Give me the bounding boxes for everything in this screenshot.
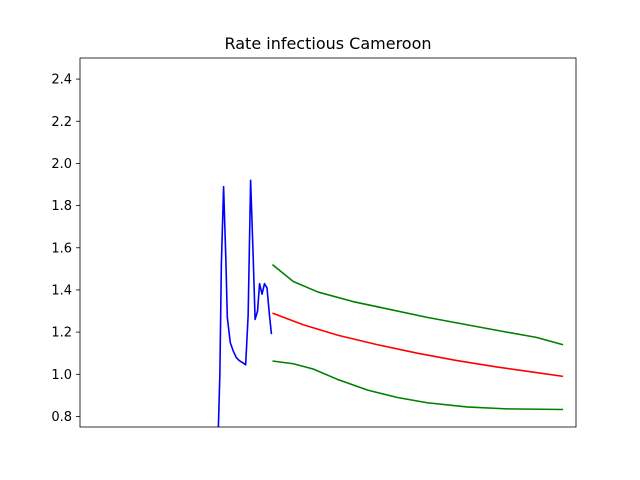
chart-title: Rate infectious Cameroon — [224, 34, 431, 53]
series-line-observed — [217, 179, 273, 427]
y-tick-label: 1.8 — [51, 199, 72, 214]
series-line-lower-bound — [272, 360, 564, 411]
y-tick-label: 2.4 — [51, 73, 72, 88]
plot-area: 0.8 1.0 1.2 1.4 1.6 1.8 2.0 2.2 2.4 — [51, 57, 577, 428]
y-tick-label: 2.0 — [51, 157, 72, 172]
y-tick-label: 0.8 — [51, 410, 72, 425]
y-tick-label: 2.2 — [51, 115, 72, 130]
y-tick-label: 1.2 — [51, 326, 72, 341]
axes-frame — [79, 57, 577, 428]
series-line-upper-bound — [271, 264, 564, 346]
y-tick-label: 1.4 — [51, 283, 72, 298]
y-tick-label: 1.6 — [51, 241, 72, 256]
y-tick-label: 1.0 — [51, 368, 72, 383]
series-line-projection — [272, 312, 564, 378]
